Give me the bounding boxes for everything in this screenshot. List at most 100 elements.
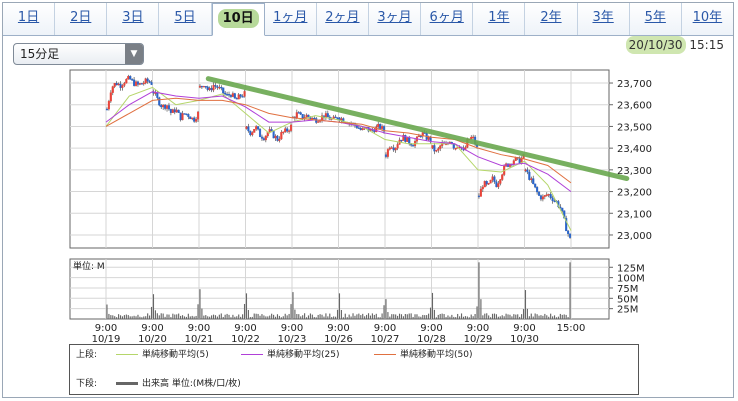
volume-bar: [323, 316, 325, 319]
volume-bar: [127, 315, 129, 319]
volume-bar: [311, 314, 313, 319]
tab-3[interactable]: 5日: [159, 3, 212, 35]
candle-body: [218, 86, 221, 89]
candle-body: [131, 79, 134, 81]
volume-bar: [474, 314, 476, 319]
volume-bar: [288, 313, 290, 319]
candle-body: [421, 132, 424, 137]
tab-12[interactable]: 5年: [630, 3, 682, 35]
volume-bar: [373, 314, 375, 319]
volume-bar: [245, 293, 248, 319]
tab-5[interactable]: 1ヶ月: [265, 3, 317, 35]
timestamp: 20/10/30 15:15: [625, 36, 724, 54]
candle-body: [140, 83, 143, 85]
tab-0[interactable]: 1日: [3, 3, 56, 35]
volume-bar: [269, 315, 271, 319]
candle-body: [477, 195, 481, 198]
tab-label: 2ヶ月: [325, 10, 360, 25]
tab-10[interactable]: 2年: [525, 3, 578, 35]
volume-bar: [561, 314, 563, 319]
tab-8[interactable]: 6ヶ月: [421, 3, 474, 35]
candle-body: [257, 126, 260, 130]
tab-4[interactable]: 10日: [211, 3, 265, 36]
candle-body: [231, 93, 234, 97]
price-tick-label: 23,400: [617, 144, 652, 155]
volume-bar: [226, 313, 228, 319]
volume-bar: [364, 316, 366, 319]
candle-body: [487, 183, 490, 185]
candle-body: [133, 79, 136, 86]
candle-body: [497, 183, 500, 188]
volume-bar: [203, 315, 205, 319]
candle-body: [245, 126, 248, 129]
volume-bar: [147, 313, 149, 319]
volume-bar: [325, 313, 327, 319]
tab-7[interactable]: 3ヶ月: [369, 3, 422, 35]
candle-body: [501, 174, 504, 180]
volume-bar: [398, 313, 401, 319]
candle-body: [160, 105, 163, 108]
interval-select[interactable]: 15分足 ▼: [13, 43, 144, 65]
volume-bar: [395, 314, 397, 319]
candle-body: [115, 83, 118, 86]
volume-bar: [313, 317, 315, 319]
candle-body: [167, 105, 171, 110]
volume-bar: [468, 317, 470, 319]
tab-6[interactable]: 2ヶ月: [317, 3, 369, 35]
tab-13[interactable]: 10年: [682, 3, 733, 35]
candle-body: [406, 137, 409, 142]
volume-bar: [497, 316, 499, 319]
candle-body: [109, 92, 112, 102]
candle-body: [142, 82, 145, 85]
tab-2[interactable]: 3日: [107, 3, 160, 35]
volume-bar: [150, 306, 153, 319]
x-tick-time: 9:00: [234, 323, 256, 334]
volume-bar: [242, 314, 244, 319]
candle-body: [117, 83, 120, 86]
volume-bar: [261, 314, 263, 319]
candle-body: [129, 76, 132, 80]
x-tick-time: 15:00: [557, 323, 586, 334]
volume-bar: [298, 314, 300, 319]
candle-body: [479, 188, 482, 197]
volume-bar: [133, 315, 135, 319]
candle-body: [313, 117, 316, 120]
timestamp-time: 15:15: [689, 38, 724, 52]
candle-body: [336, 117, 339, 120]
candle-body: [472, 136, 475, 139]
volume-bar: [542, 315, 544, 319]
tab-1[interactable]: 2日: [55, 3, 108, 35]
volume-bar: [131, 316, 133, 319]
legend-volume: 出来高 単位:(M株/口/枚): [116, 378, 241, 390]
candle-body: [419, 135, 422, 138]
tab-11[interactable]: 3年: [578, 3, 630, 35]
volume-bar: [238, 314, 240, 319]
volume-bar: [515, 314, 517, 319]
volume-bar: [284, 313, 286, 319]
volume-bar: [519, 316, 521, 319]
candle-body: [495, 181, 498, 188]
candle-body: [361, 128, 364, 131]
tab-9[interactable]: 1年: [473, 3, 526, 35]
volume-bar: [472, 316, 474, 319]
volume-bar: [137, 314, 139, 319]
volume-bar: [530, 313, 532, 319]
volume-bar: [228, 314, 230, 319]
volume-bar: [259, 315, 261, 319]
volume-bar: [346, 317, 348, 319]
candle-body: [210, 87, 213, 91]
candle-body: [212, 85, 215, 91]
candle-body: [282, 131, 285, 134]
candle-body: [326, 113, 329, 118]
candle-body: [233, 93, 236, 99]
price-tick-label: 23,300: [617, 166, 652, 177]
volume-bar: [521, 314, 523, 319]
legend-lower-label: 下段:: [76, 379, 98, 389]
candle-body: [286, 128, 289, 132]
volume-bar: [443, 314, 445, 319]
candle-body: [220, 86, 223, 89]
x-tick-time: 9:00: [281, 323, 303, 334]
candle-body: [297, 112, 300, 114]
volume-bar: [431, 292, 434, 319]
